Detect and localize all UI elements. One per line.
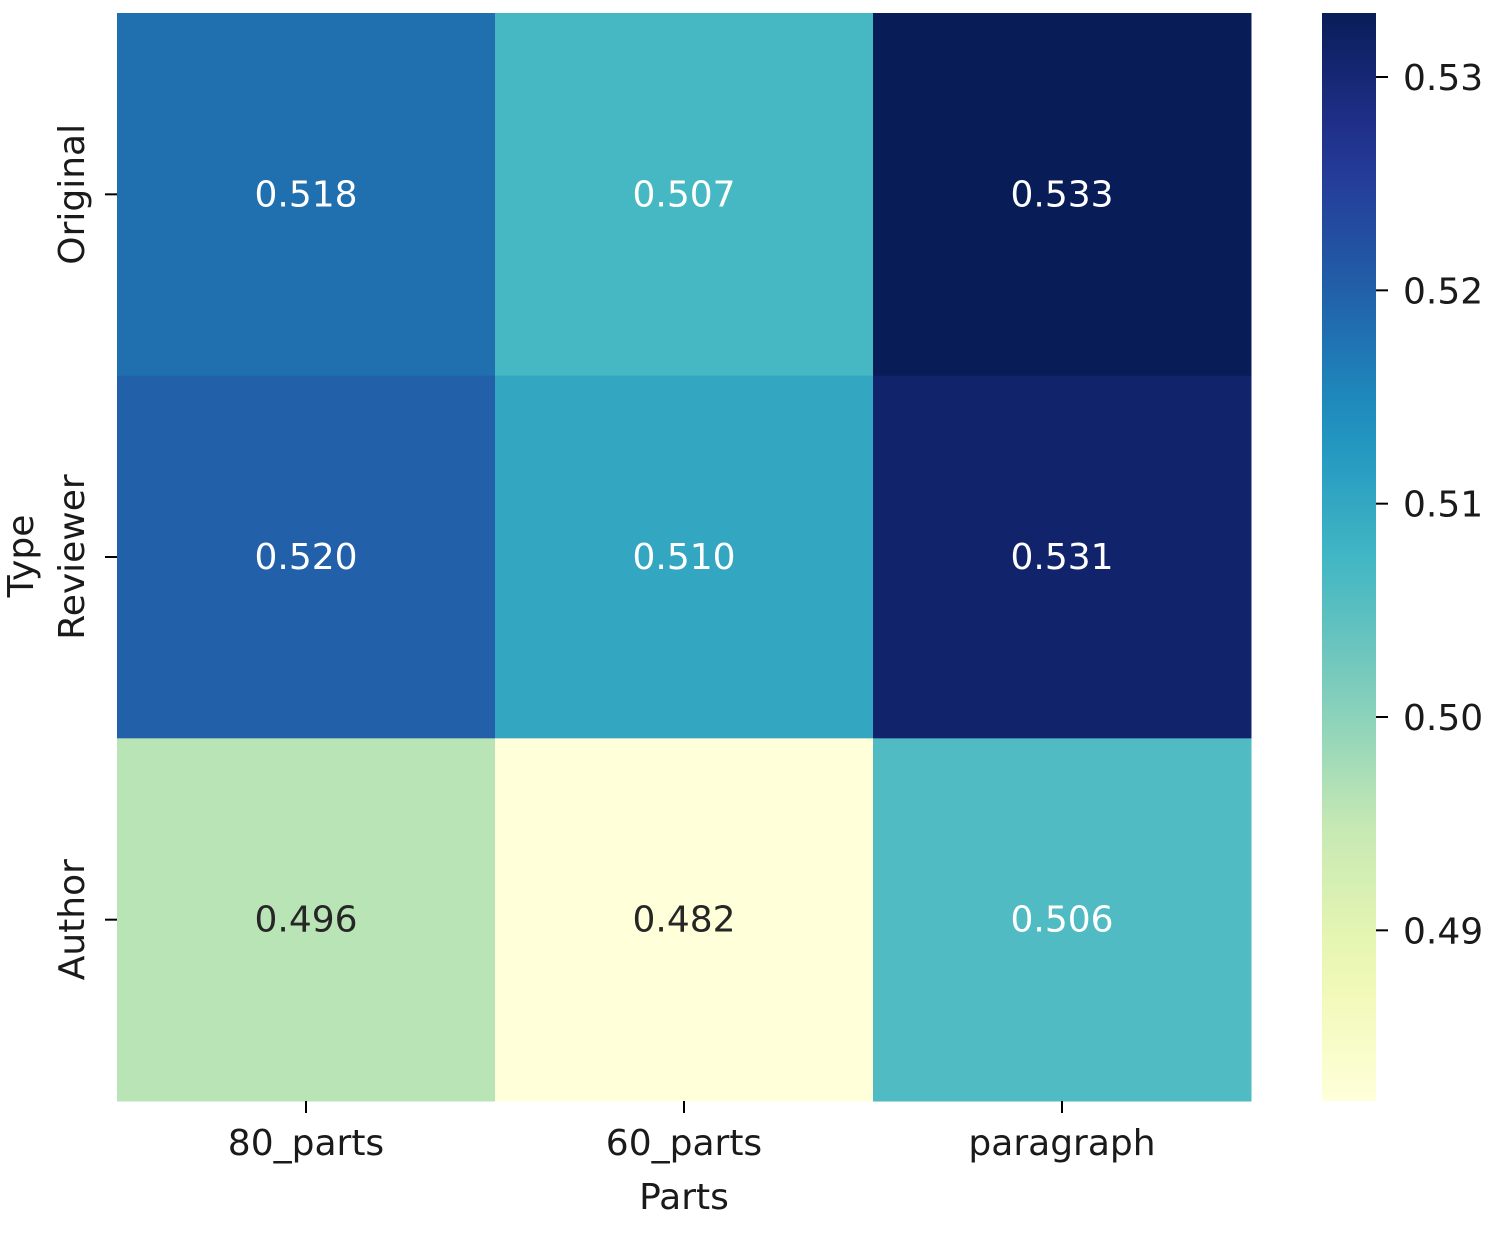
colorbar-tick-label: 0.52 [1403,271,1483,312]
cell-value-label: 0.510 [632,537,735,578]
heatmap-cell-reviewer-80_parts [117,375,496,739]
cell-value-label: 0.506 [1010,900,1113,941]
x-axis-title: Parts [639,1177,729,1218]
heatmap-cell-author-paragraph [873,738,1252,1102]
x-tick-label: 60_parts [606,1123,762,1164]
heatmap-cell-reviewer-paragraph [873,375,1252,739]
heatmap-cell-reviewer-60_parts [495,375,874,739]
y-tick-label: Reviewer [52,474,93,640]
cell-value-labels: 0.518 0.507 0.533 0.520 0.510 0.531 0.496 0.482… [254,174,1113,940]
heatmap-cell-original-60_parts [495,13,874,377]
x-tick-label: paragraph [968,1123,1155,1164]
colorbar-tick-label: 0.53 [1403,58,1483,99]
x-axis: 80_parts 60_parts paragraph [228,1101,1156,1164]
cell-value-label: 0.520 [254,537,357,578]
colorbar-tick-label: 0.49 [1403,911,1483,952]
y-tick-label: Original [52,124,93,265]
colorbar-tick-label: 0.51 [1403,485,1483,526]
heatmap-cell-original-80_parts [117,13,496,377]
colorbar-gradient [1322,13,1376,1101]
heatmap-cells [117,13,1252,1102]
colorbar-tick-label: 0.50 [1403,698,1483,739]
cell-value-label: 0.533 [1010,174,1113,215]
y-axis: Original Reviewer Author [52,124,117,980]
cell-value-label: 0.507 [632,174,735,215]
cell-value-label: 0.531 [1010,537,1113,578]
heatmap-cell-author-80_parts [117,738,496,1102]
colorbar: 0.49 0.50 0.51 0.52 0.53 [1322,13,1483,1101]
x-tick-label: 80_parts [228,1123,384,1164]
cell-value-label: 0.496 [254,900,357,941]
y-axis-title: Type [1,515,42,599]
heatmap-cell-author-60_parts [495,738,874,1102]
y-tick-label: Author [52,859,93,980]
cell-value-label: 0.482 [632,900,735,941]
heatmap-cell-original-paragraph [873,13,1252,377]
cell-value-label: 0.518 [254,174,357,215]
